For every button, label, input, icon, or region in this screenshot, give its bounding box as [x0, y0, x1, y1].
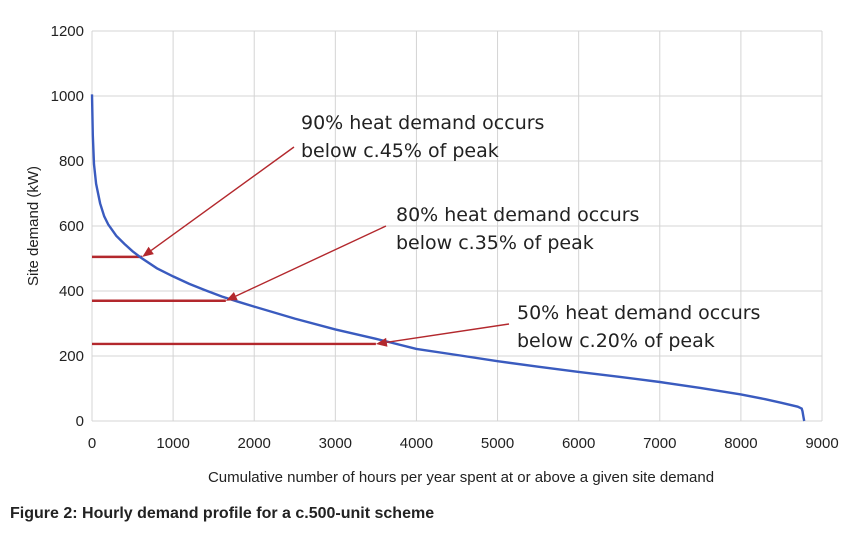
x-tick-label: 3000 — [319, 435, 352, 452]
x-axis-label: Cumulative number of hours per year spen… — [208, 469, 714, 486]
annotation-text: below c.45% of peak — [301, 140, 499, 162]
annotation-arrow — [235, 225, 387, 297]
x-tick-label: 8000 — [724, 435, 757, 452]
y-tick-label: 600 — [59, 218, 84, 235]
y-tick-label: 0 — [76, 413, 84, 430]
gridlines — [91, 30, 823, 422]
x-tick-label: 9000 — [805, 435, 838, 452]
annotation-arrowhead — [375, 337, 388, 347]
annotation-text: 50% heat demand occurs — [517, 302, 760, 324]
y-axis-label: Site demand (kW) — [25, 166, 42, 286]
y-tick-label: 200 — [59, 348, 84, 365]
annotation-text: 90% heat demand occurs — [301, 112, 544, 134]
x-tick-label: 0 — [88, 435, 96, 452]
annotation-arrow — [150, 146, 295, 251]
x-tick-label: 7000 — [643, 435, 676, 452]
demand-profile-chart: 0 1000 2000 3000 4000 5000 6000 7000 8000 9000 0 2… — [25, 23, 839, 486]
demand-level-lines — [92, 255, 376, 346]
x-tick-label: 1000 — [156, 435, 189, 452]
x-tick-label: 6000 — [562, 435, 595, 452]
annotation-texts: 90% heat demand occurs below c.45% of pea… — [301, 112, 760, 352]
y-tick-label: 800 — [59, 153, 84, 170]
y-tick-label: 1200 — [51, 23, 84, 40]
y-tick-label: 400 — [59, 283, 84, 300]
annotation-text: 80% heat demand occurs — [396, 204, 639, 226]
figure-caption: Figure 2: Hourly demand profile for a c.… — [10, 505, 435, 522]
y-tick-label: 1000 — [51, 88, 84, 105]
x-tick-labels: 0 1000 2000 3000 4000 5000 6000 7000 8000 9000 — [88, 435, 839, 452]
annotation-arrowhead — [225, 292, 238, 301]
annotation-text: below c.20% of peak — [517, 330, 715, 352]
y-tick-labels: 0 200 400 600 800 1000 1200 — [51, 23, 84, 430]
x-tick-label: 5000 — [481, 435, 514, 452]
annotation-arrowhead — [142, 246, 154, 257]
annotation-arrow — [386, 323, 510, 344]
annotation-arrows — [142, 146, 510, 347]
x-tick-label: 2000 — [238, 435, 271, 452]
demand-curve — [90, 94, 806, 422]
annotation-text: below c.35% of peak — [396, 232, 594, 254]
x-tick-label: 4000 — [400, 435, 433, 452]
